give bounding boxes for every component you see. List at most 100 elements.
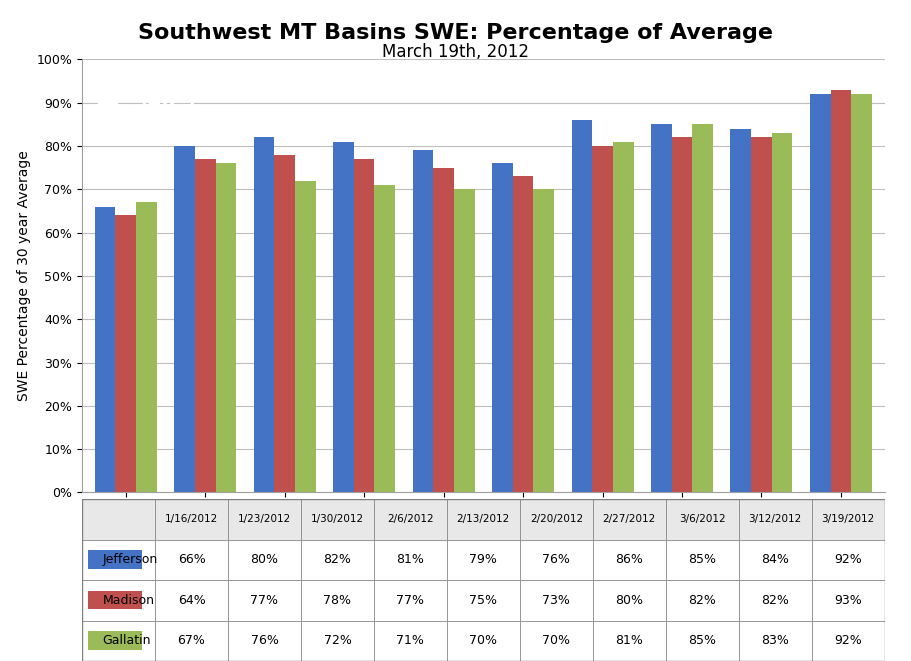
Text: 78%: 78% [323,594,351,607]
Bar [446,499,519,539]
Bar [830,90,850,492]
Bar [592,580,665,621]
Bar [87,591,142,609]
Bar [374,621,446,661]
Bar [738,621,811,661]
Bar [155,539,228,580]
Bar [301,580,374,621]
Bar [492,163,512,492]
Bar [592,621,665,661]
Bar [228,621,301,661]
Bar [446,621,519,661]
Bar [155,580,228,621]
Text: 86%: 86% [615,553,642,566]
Bar [301,499,374,539]
Text: 82%: 82% [323,553,351,566]
Bar [87,631,142,650]
Text: 70%: 70% [542,635,569,647]
Text: 82%: 82% [688,594,715,607]
Bar [592,499,665,539]
Text: Southwest MT Basins SWE: Percentage of Average: Southwest MT Basins SWE: Percentage of A… [138,23,773,43]
Polygon shape [90,96,126,110]
Bar [274,155,295,492]
Text: 80%: 80% [251,553,278,566]
Bar [691,124,712,492]
Bar [519,499,592,539]
Text: 75%: 75% [469,594,496,607]
Text: 80%: 80% [615,594,642,607]
Y-axis label: SWE Percentage of 30 year Average: SWE Percentage of 30 year Average [17,151,31,401]
Bar [228,539,301,580]
Text: 2/6/2012: 2/6/2012 [386,514,434,524]
Bar [433,168,454,492]
Text: Conservation Service: Conservation Service [140,124,243,134]
Bar [850,94,871,492]
Text: Gallatin: Gallatin [102,635,151,647]
Text: 83%: 83% [761,635,788,647]
Text: Madison: Madison [102,594,154,607]
Bar [228,580,301,621]
Bar [253,137,274,492]
Bar [301,621,374,661]
Bar [95,207,116,492]
Text: 76%: 76% [251,635,278,647]
Text: NRCS: NRCS [140,93,195,111]
Text: 64%: 64% [178,594,205,607]
Bar [738,580,811,621]
Text: Natural Resources: Natural Resources [140,111,229,122]
Text: 70%: 70% [469,635,496,647]
Text: 85%: 85% [688,635,715,647]
Bar [374,539,446,580]
Text: 77%: 77% [251,594,278,607]
Bar [519,539,592,580]
Bar [353,159,374,492]
Bar [82,580,155,621]
Text: 82%: 82% [761,594,788,607]
Bar [519,580,592,621]
Bar [155,621,228,661]
Text: 2/13/2012: 2/13/2012 [456,514,509,524]
Text: 2/27/2012: 2/27/2012 [602,514,655,524]
Bar [333,141,353,492]
Bar [650,124,670,492]
Bar [228,499,301,539]
Bar [374,185,394,492]
Bar [116,215,136,492]
Bar [738,499,811,539]
Bar [809,94,830,492]
Bar [665,499,738,539]
Text: 93%: 93% [834,594,861,607]
Text: 92%: 92% [834,553,861,566]
Bar [446,539,519,580]
Bar [665,580,738,621]
Text: 85%: 85% [688,553,715,566]
Bar [295,180,315,492]
Bar [195,159,215,492]
Bar [82,621,155,661]
Text: 77%: 77% [396,594,424,607]
Text: 92%: 92% [834,635,861,647]
Text: 1/16/2012: 1/16/2012 [165,514,218,524]
Bar [811,580,884,621]
Bar [811,539,884,580]
Text: Jefferson: Jefferson [102,553,158,566]
Bar [82,499,155,539]
Bar [301,539,374,580]
Bar [136,202,157,492]
Bar [533,189,554,492]
Bar [512,176,533,492]
Text: 1/23/2012: 1/23/2012 [238,514,291,524]
Text: 1/30/2012: 1/30/2012 [311,514,363,524]
Bar [751,137,771,492]
Bar [412,151,433,492]
Bar [670,137,691,492]
Bar [174,146,195,492]
Bar [374,499,446,539]
Bar [374,580,446,621]
Bar [519,621,592,661]
Bar [454,189,474,492]
Bar [215,163,236,492]
Text: 3/6/2012: 3/6/2012 [678,514,725,524]
Bar [730,129,751,492]
Bar [87,551,142,568]
